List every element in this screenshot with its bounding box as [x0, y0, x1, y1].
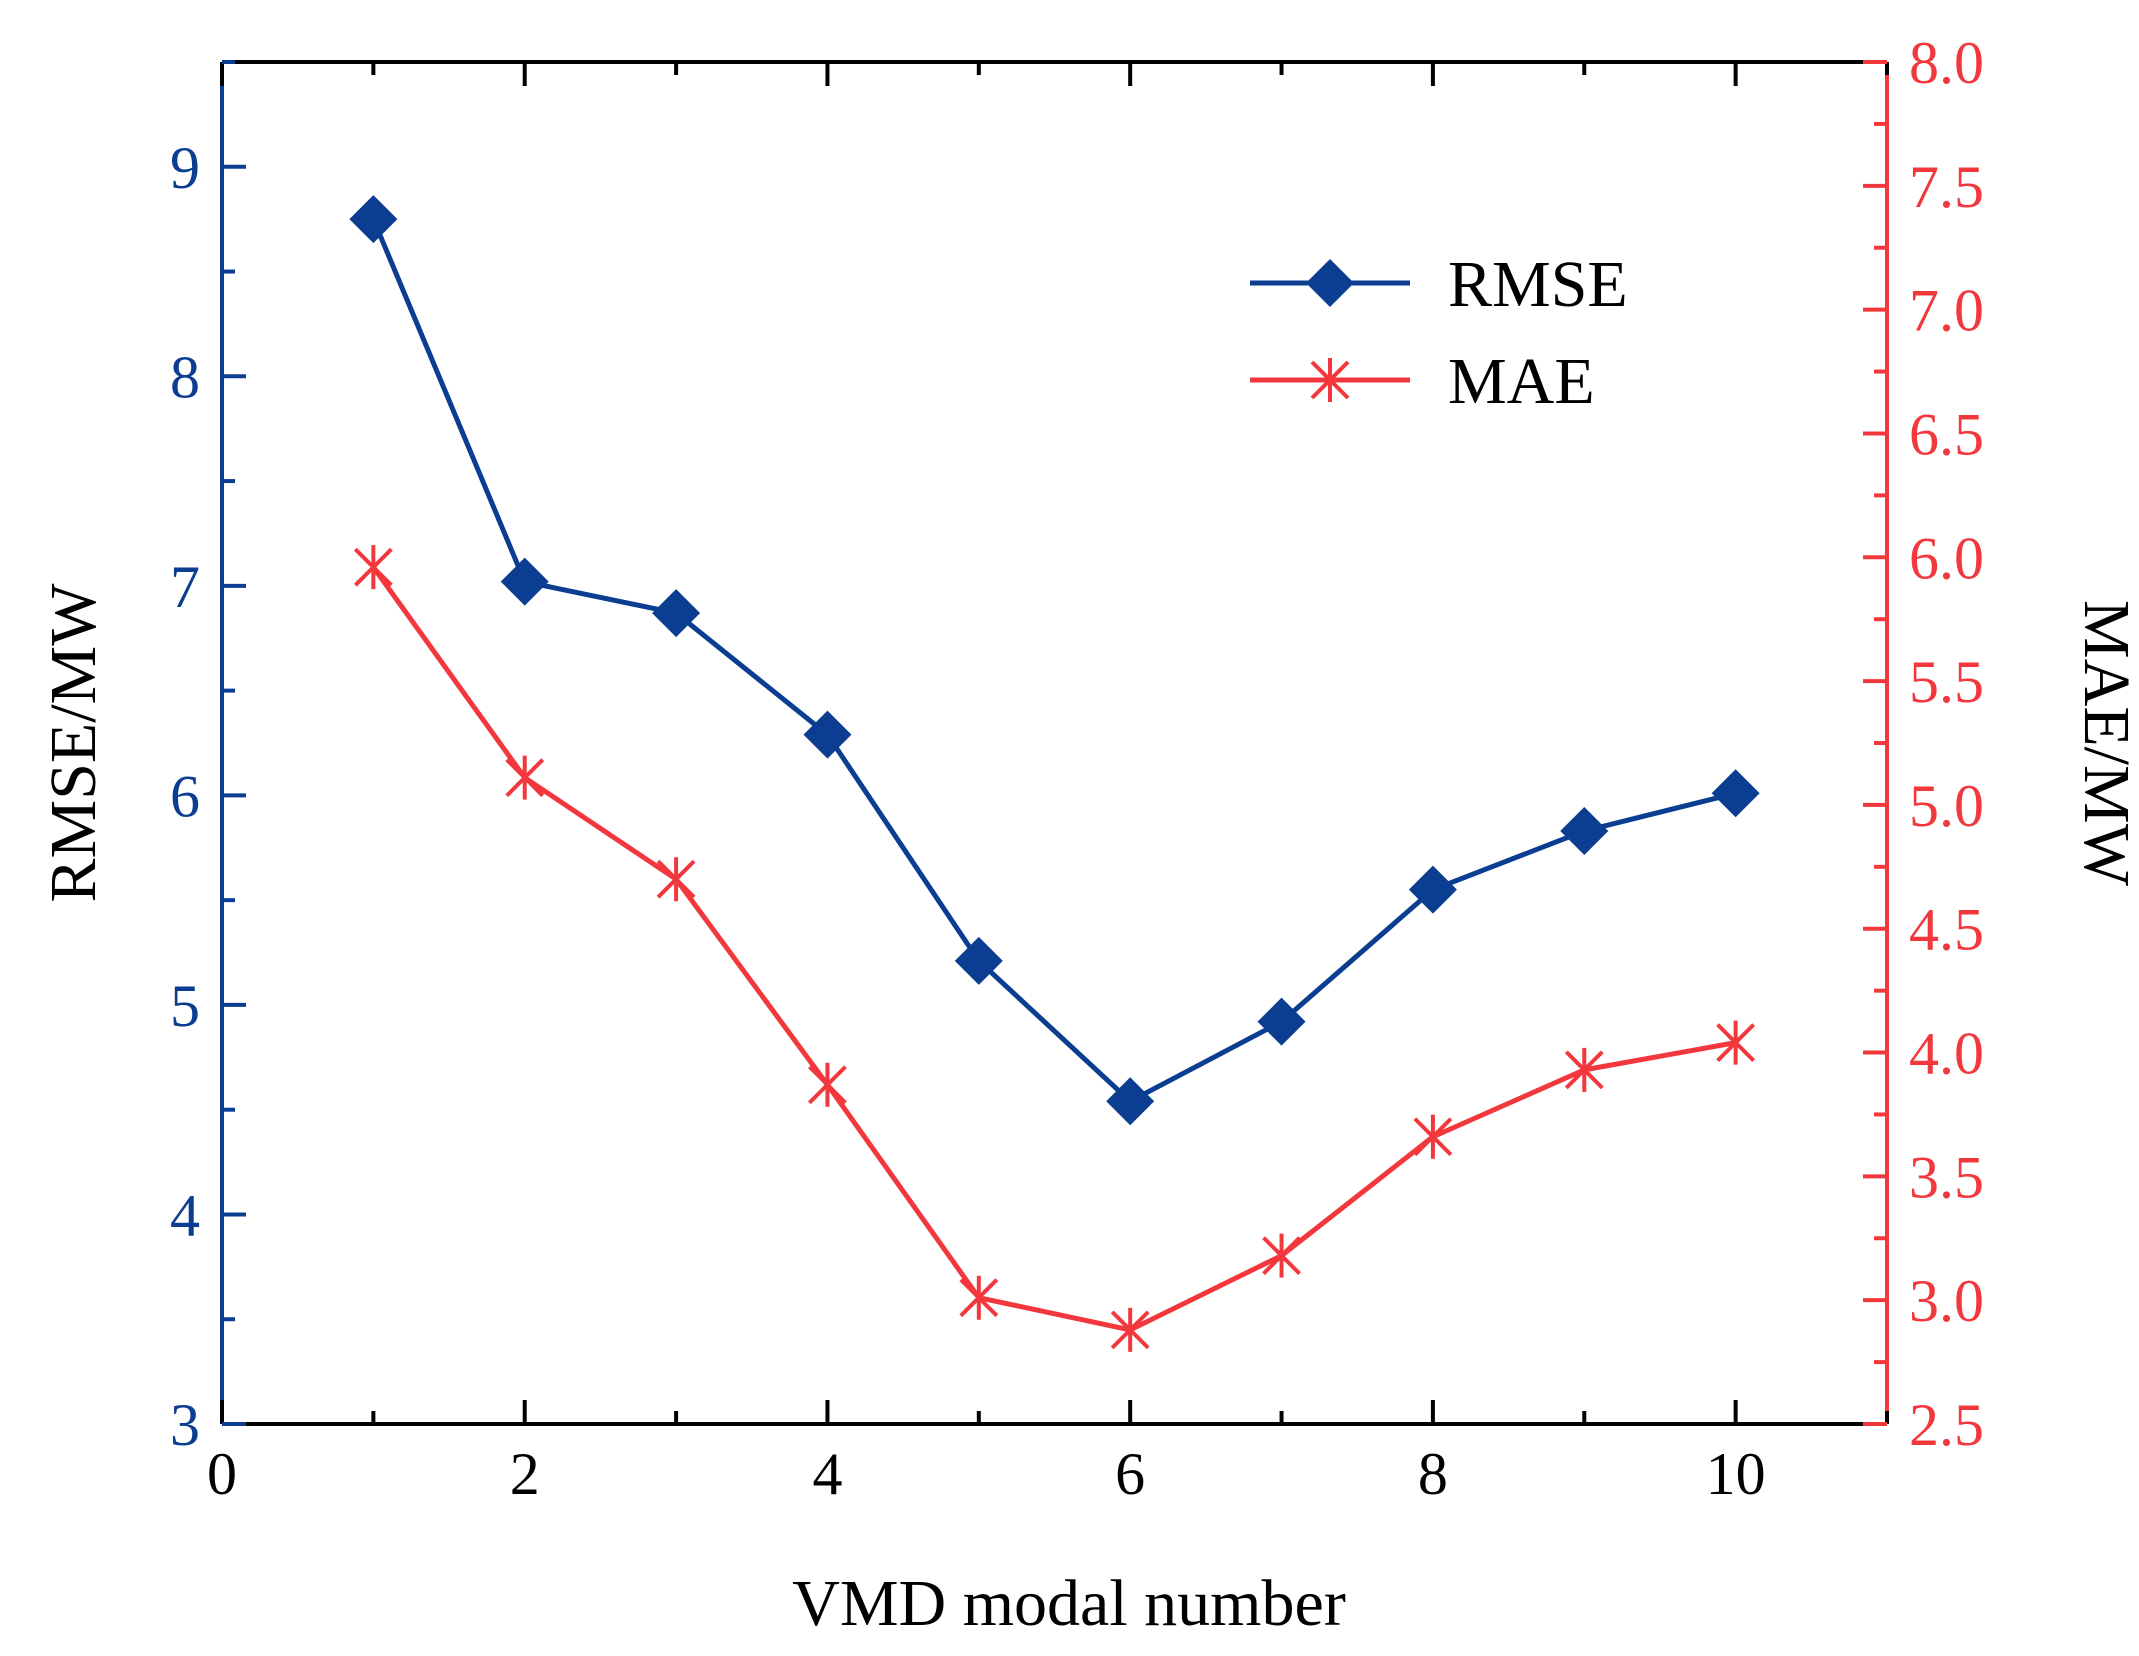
y-axis-title-left: RMSE/MW — [37, 583, 110, 903]
plot-frame — [220, 60, 1889, 1426]
y-right-tick-label: 5.5 — [1909, 649, 1984, 715]
y-axis-title-right: MAE/MW — [2070, 600, 2139, 887]
point-rmse — [803, 710, 852, 759]
y-left-tick-label: 8 — [170, 344, 200, 410]
series-line-mae — [371, 565, 1737, 1333]
point-mae — [353, 545, 393, 590]
series-line-rmse — [371, 218, 1737, 1104]
y-left-tick-label: 3 — [170, 1392, 200, 1458]
y-right-tick-label: 4.5 — [1909, 897, 1984, 963]
point-mae — [505, 755, 545, 800]
y-right-tick-label: 8.0 — [1909, 30, 1984, 96]
point-mae — [808, 1062, 847, 1107]
point-mae — [656, 857, 696, 902]
point-mae — [1716, 1020, 1756, 1065]
point-mae — [1110, 1307, 1150, 1352]
y-axis-left: 3 4 5 6 7 8 9 — [170, 60, 246, 1458]
y-right-tick-label: 4.0 — [1909, 1021, 1984, 1087]
point-mae — [1564, 1047, 1604, 1092]
point-mae — [1413, 1114, 1453, 1159]
y-left-tick-label: 5 — [170, 973, 200, 1039]
y-left-tick-label: 9 — [170, 135, 200, 201]
x-tick-label: 6 — [1115, 1441, 1145, 1507]
y-right-tick-label: 6.0 — [1909, 525, 1984, 591]
y-right-tick-label: 7.0 — [1909, 278, 1984, 344]
x-axis-title: VMD modal number — [792, 1567, 1346, 1640]
point-rmse — [652, 589, 701, 638]
y-right-tick-label: 2.5 — [1909, 1392, 1984, 1458]
x-tick-label: 4 — [812, 1441, 842, 1507]
point-rmse — [1106, 1077, 1155, 1126]
y-right-tick-label: 5.0 — [1909, 773, 1984, 839]
y-left-tick-label: 6 — [170, 763, 200, 829]
x-tick-label: 8 — [1418, 1441, 1448, 1507]
y-left-tick-label: 7 — [170, 554, 200, 620]
point-mae — [1262, 1233, 1301, 1278]
y-right-tick-label: 7.5 — [1909, 154, 1984, 220]
x-tick-label: 0 — [207, 1441, 237, 1507]
y-right-tick-label: 6.5 — [1909, 401, 1984, 467]
y-left-tick-label: 4 — [170, 1182, 200, 1248]
x-tick-label: 2 — [510, 1441, 540, 1507]
legend-mae-label: MAE — [1448, 345, 1595, 418]
legend-rmse-marker — [1306, 259, 1354, 307]
point-rmse — [500, 557, 549, 606]
legend-rmse-label: RMSE — [1448, 248, 1628, 321]
point-rmse — [954, 936, 1003, 985]
series-layer — [349, 195, 1760, 1352]
point-rmse — [349, 195, 398, 244]
legend-mae-marker — [1310, 358, 1350, 402]
point-rmse — [1257, 997, 1306, 1046]
x-axis: 0 2 4 6 8 10 — [207, 62, 1889, 1507]
y-axis-right: 2.5 3.0 3.5 4.0 4.5 5.0 5.5 6.0 6.5 7.0 7.5 8.0 — [1863, 30, 1984, 1458]
y-right-tick-label: 3.0 — [1909, 1268, 1984, 1334]
point-rmse — [1560, 807, 1609, 856]
x-tick-label: 10 — [1706, 1441, 1766, 1507]
point-mae — [959, 1275, 999, 1320]
legend: RMSE MAE — [1250, 248, 1628, 418]
point-rmse — [1711, 769, 1760, 818]
y-right-tick-label: 3.5 — [1909, 1144, 1984, 1210]
point-rmse — [1408, 865, 1457, 914]
